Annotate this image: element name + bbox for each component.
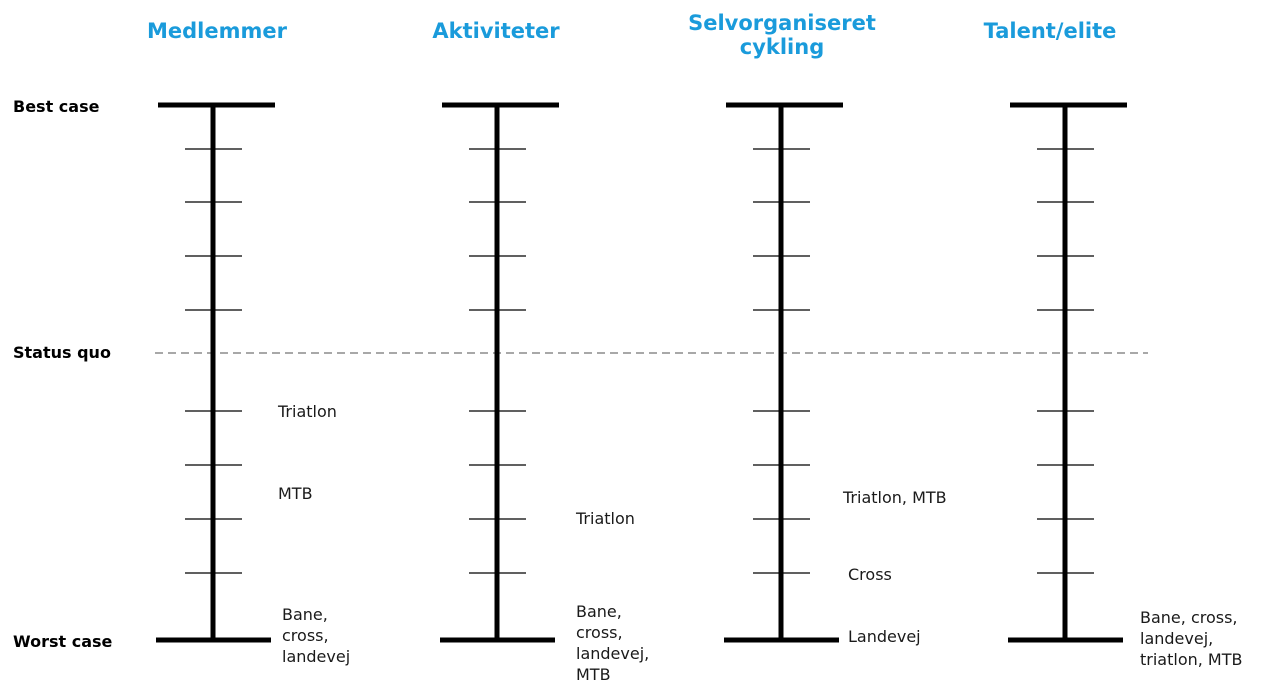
row-label-status-quo: Status quo: [13, 343, 111, 362]
column-title-medlemmer: Medlemmer: [147, 19, 287, 43]
label-aktiviteter-worst: Bane, cross, landevej, MTB: [576, 602, 650, 684]
label-medlemmer-triatlon: Triatlon: [278, 402, 337, 421]
label-medlemmer-worst: Bane, cross, landevej: [282, 605, 351, 666]
label-aktiviteter-triatlon: Triatlon: [576, 509, 635, 528]
label-medlemmer-mtb: MTB: [278, 484, 313, 503]
row-label-worst-case: Worst case: [13, 632, 113, 651]
label-selvorganiseret-cross: Cross: [848, 565, 892, 584]
column-title-selvorganiseret-cykling: Selvorganiseret cykling: [688, 11, 876, 59]
label-talent-elite-worst: Bane, cross, landevej, triatlon, MTB: [1140, 608, 1243, 669]
label-selvorganiseret-triatlon-mtb: Triatlon, MTB: [843, 488, 947, 507]
label-selvorganiseret-landevej: Landevej: [848, 627, 921, 646]
row-label-best-case: Best case: [13, 97, 100, 116]
column-title-aktiviteter: Aktiviteter: [432, 19, 560, 43]
column-title-talent-elite: Talent/elite: [983, 19, 1117, 43]
